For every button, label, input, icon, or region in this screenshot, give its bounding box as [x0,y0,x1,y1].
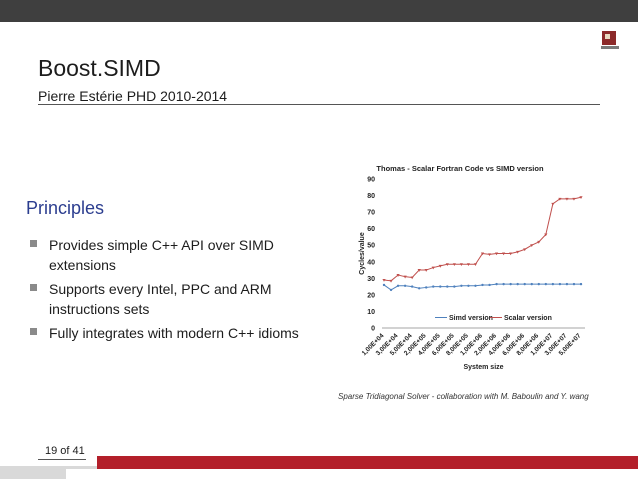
simd-data-point [439,285,442,288]
scalar-data-point [466,263,471,267]
title-divider [38,104,600,105]
scalar-data-point [544,233,548,237]
simd-data-point [396,284,400,287]
simd-data-point [410,285,414,288]
scalar-data-point [480,252,485,256]
bullet-square-icon [30,240,37,247]
scalar-data-point [551,202,555,206]
simd-data-point [565,282,569,286]
simd-data-point [530,282,533,286]
simd-data-point [516,282,519,286]
scalar-data-point [473,263,478,267]
scalar-data-point [445,263,449,267]
scalar-data-point [417,269,421,272]
footer-band-red [97,456,638,469]
scalar-data-point [523,248,527,252]
scalar-data-point [487,253,492,257]
chart-caption: Sparse Tridiagonal Solver - collaboratio… [338,392,589,401]
scalar-data-point [572,197,576,201]
simd-data-point [551,282,555,286]
top-bar [0,0,638,22]
chart-title: Thomas - Scalar Fortran Code vs SIMD ver… [376,164,544,173]
slide-title: Boost.SIMD [38,55,161,81]
simd-data-point [558,282,562,286]
y-tick-label: 0 [371,326,375,333]
scalar-data-point [396,274,400,277]
legend-label: Scalar version [504,315,552,322]
simd-data-point [579,282,583,286]
bullet-item: Supports every Intel, PPC and ARM instru… [30,279,305,319]
bullet-text: Fully integrates with modern C++ idioms [49,325,299,341]
simd-data-point [488,283,491,287]
simd-data-point [467,284,470,287]
page-number: 19 of 41 [45,445,85,457]
simd-data-point [572,282,576,286]
simd-data-point [425,286,428,289]
bullet-square-icon [30,328,37,335]
simd-data-point [417,287,421,290]
scalar-data-point [537,240,541,244]
y-tick-label: 10 [367,309,375,316]
scalar-data-point [565,197,569,201]
scalar-data-point [494,252,499,256]
x-axis-label: System size [463,364,503,371]
bullet-square-icon [30,284,37,291]
scalar-data-point [410,276,414,280]
simd-data-point [523,282,526,286]
scalar-data-point [530,244,534,248]
y-tick-label: 70 [367,210,375,217]
simd-data-point [446,285,449,288]
bullet-item: Provides simple C++ API over SIMD extens… [30,235,305,275]
scalar-data-point [558,197,562,201]
scalar-data-point [424,269,428,272]
simd-data-point [537,282,540,286]
section-heading: Principles [26,198,105,218]
scalar-data-point [438,264,442,268]
scalar-data-point [579,196,583,200]
simd-data-point [544,282,548,286]
series-line-scalar [383,196,582,282]
bullet-text: Supports every Intel, PPC and ARM instru… [49,281,272,317]
y-axis-label: Cycles/value [359,232,366,275]
simd-data-point [495,282,498,286]
y-tick-label: 30 [367,276,375,283]
scalar-data-point [516,250,520,254]
scalar-data-point [382,278,386,282]
y-tick-label: 90 [367,177,375,184]
simd-data-point [403,284,407,287]
simd-data-point [453,285,456,288]
y-tick-label: 50 [367,243,375,250]
scalar-data-point [502,252,506,256]
institution-logo-icon [599,28,621,50]
legend-label: Simd version [449,315,493,322]
scalar-data-point [459,263,463,267]
footer-band-white [66,469,638,479]
simd-data-point [474,284,477,287]
y-tick-label: 80 [367,193,375,200]
simd-data-point [502,282,505,286]
scalar-data-point [403,275,407,279]
bullet-item: Fully integrates with modern C++ idioms [30,323,305,343]
page-number-rule [38,459,86,460]
simd-data-point [389,288,393,292]
bullet-list: Provides simple C++ API over SIMD extens… [30,235,305,347]
scalar-data-point [431,266,435,270]
simd-data-point [481,283,484,287]
scalar-data-point [389,279,393,283]
scalar-data-point [509,252,513,256]
performance-chart: Thomas - Scalar Fortran Code vs SIMD ver… [359,164,585,371]
slide-subtitle: Pierre Estérie PHD 2010-2014 [38,88,228,104]
simd-data-point [460,284,463,287]
simd-data-point [509,282,512,286]
simd-data-point [382,283,386,287]
simd-data-point [432,285,435,288]
y-tick-label: 20 [367,292,375,299]
scalar-data-point [452,263,456,267]
y-tick-label: 40 [367,259,375,266]
bullet-text: Provides simple C++ API over SIMD extens… [49,237,274,273]
y-tick-label: 60 [367,226,375,233]
